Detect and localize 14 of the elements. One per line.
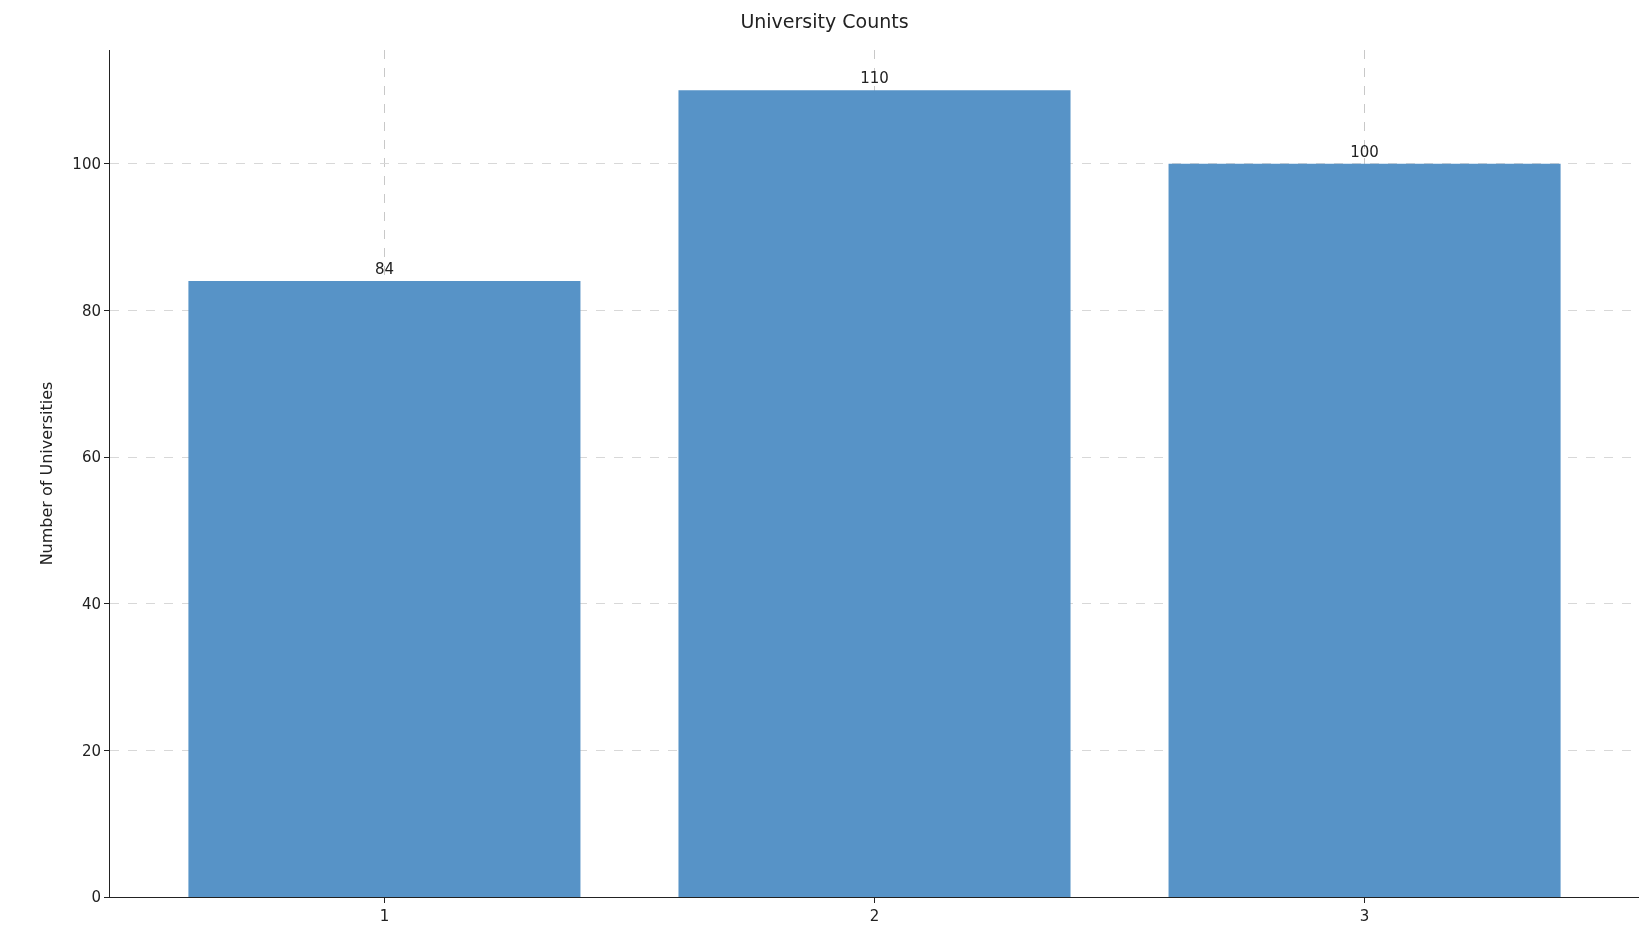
data-label: 84: [374, 260, 394, 278]
chart-title: University Counts: [740, 9, 909, 32]
data-label: 110: [860, 69, 889, 88]
x-tick-label: 3: [1359, 907, 1370, 925]
x-tick-label: 1: [379, 907, 390, 925]
y-tick-label: 80: [81, 301, 101, 320]
y-tick-label: 60: [81, 448, 101, 467]
y-axis-title: Number of Universities: [37, 381, 57, 566]
y-tick-label: 100: [72, 154, 101, 173]
y-tick-label: 40: [81, 594, 101, 613]
x-tick-label: 2: [869, 907, 880, 925]
y-tick-label: 0: [91, 888, 101, 907]
y-tick-label: 20: [81, 741, 101, 760]
data-label: 100: [1350, 142, 1379, 161]
